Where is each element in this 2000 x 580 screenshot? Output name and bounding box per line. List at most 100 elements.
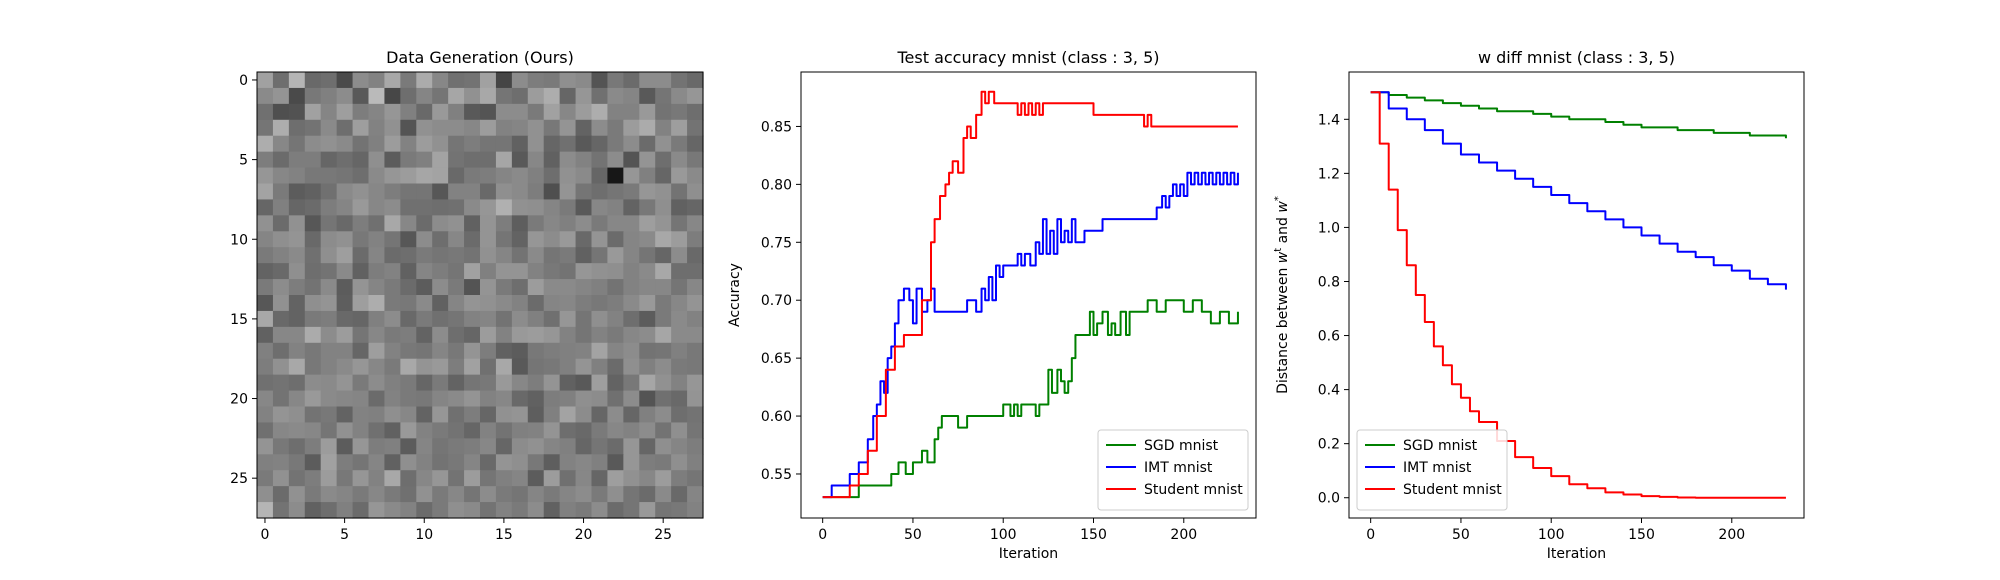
heatmap-cell	[257, 119, 274, 137]
heatmap-cell	[575, 103, 593, 121]
heatmap-cell	[623, 199, 640, 216]
heatmap-cell	[400, 326, 417, 344]
heatmap-cell	[671, 167, 688, 185]
heatmap-cell	[607, 183, 624, 201]
heatmap-cell	[511, 72, 529, 89]
heatmap-cell	[639, 87, 656, 105]
heatmap-cell	[304, 103, 322, 121]
heatmap-cell	[464, 199, 481, 216]
heatmap-cell	[527, 103, 545, 121]
x-tick-label: 50	[1452, 527, 1470, 543]
heatmap-cell	[384, 502, 401, 519]
heatmap-cell	[416, 151, 433, 169]
heatmap-cell	[687, 342, 704, 360]
heatmap-cell	[655, 486, 672, 503]
heatmap-cell	[480, 422, 497, 439]
heatmap-cell	[400, 374, 417, 392]
heatmap-cell	[272, 199, 290, 216]
heatmap-cell	[543, 470, 561, 487]
heatmap-cell	[432, 342, 449, 360]
y-axis-label-part: w	[1275, 201, 1291, 213]
heatmap-cell	[304, 390, 322, 408]
heatmap-cell	[671, 263, 688, 280]
heatmap-cell	[559, 151, 577, 169]
heatmap-cell	[511, 295, 529, 312]
heatmap-cell	[368, 295, 386, 312]
heatmap-cell	[432, 72, 449, 89]
heatmap-cell	[257, 247, 274, 264]
heatmap-cell	[495, 470, 513, 487]
heatmap-cell	[304, 310, 322, 328]
heatmap-cell	[511, 454, 529, 471]
heatmap-cell	[511, 263, 529, 280]
heatmap-cell	[432, 310, 449, 328]
heatmap-cell	[527, 374, 545, 392]
heatmap-cell	[527, 470, 545, 487]
heatmap-cell	[416, 502, 433, 519]
heatmap-cell	[272, 486, 290, 503]
heatmap-cell	[464, 72, 481, 89]
x-tick-label: 20	[575, 527, 593, 543]
heatmap-cell	[559, 358, 577, 376]
heatmap-cell	[511, 183, 529, 201]
heatmap-cell	[432, 263, 449, 280]
heatmap-cell	[527, 199, 545, 216]
heatmap-cell	[336, 502, 354, 519]
heatmap-cell	[480, 406, 497, 424]
x-tick-label: 100	[990, 527, 1017, 543]
heatmap-cell	[623, 502, 640, 519]
heatmap-cell	[559, 374, 577, 392]
heatmap-cell	[591, 199, 609, 216]
heatmap-cell	[559, 119, 577, 137]
heatmap-cell	[448, 310, 465, 328]
heatmap-cell	[416, 422, 433, 439]
heatmap-cell	[639, 279, 656, 296]
heatmap-cell	[368, 374, 386, 392]
heatmap-cell	[288, 247, 306, 264]
heatmap-cell	[687, 486, 704, 503]
heatmap-cell	[480, 470, 497, 487]
series-line-sgd-mnist	[1370, 91, 1787, 139]
heatmap-cell	[623, 119, 640, 137]
heatmap-cell	[639, 358, 656, 376]
heatmap-cell	[257, 454, 274, 471]
heatmap-cell	[400, 119, 417, 137]
heatmap-cell	[480, 358, 497, 376]
heatmap-cell	[464, 390, 481, 408]
heatmap-cell	[352, 438, 370, 455]
heatmap-cell	[655, 470, 672, 487]
heatmap-cell	[384, 215, 401, 232]
heatmap-cell	[655, 87, 672, 105]
heatmap-cell	[559, 231, 577, 248]
heatmap-cell	[511, 167, 529, 185]
heatmap-cell	[591, 422, 609, 439]
heatmap-cell	[607, 422, 624, 439]
y-axis-label-part: *	[1273, 196, 1284, 201]
y-tick-label: 15	[230, 312, 248, 328]
heatmap-cell	[671, 215, 688, 232]
heatmap-cell	[464, 167, 481, 185]
heatmap-cell	[655, 167, 672, 185]
heatmap-cell	[655, 215, 672, 232]
heatmap-cell	[480, 295, 497, 312]
heatmap-cell	[320, 135, 338, 153]
heatmap-cell	[527, 342, 545, 360]
heatmap-cell	[623, 295, 640, 312]
heatmap-cell	[607, 470, 624, 487]
heatmap-cell	[575, 87, 593, 105]
heatmap-cell	[272, 374, 290, 392]
heatmap-cell	[607, 454, 624, 471]
heatmap-cell	[352, 72, 370, 89]
heatmap-cell	[655, 326, 672, 344]
heatmap-cell	[272, 247, 290, 264]
heatmap-cell	[336, 199, 354, 216]
heatmap-cell	[432, 390, 449, 408]
heatmap-cell	[272, 342, 290, 360]
heatmap-cell	[416, 231, 433, 248]
heatmap-cell	[320, 470, 338, 487]
heatmap-cell	[368, 135, 386, 153]
heatmap-cell	[320, 422, 338, 439]
heatmap-cell	[288, 167, 306, 185]
heatmap-cell	[607, 119, 624, 137]
